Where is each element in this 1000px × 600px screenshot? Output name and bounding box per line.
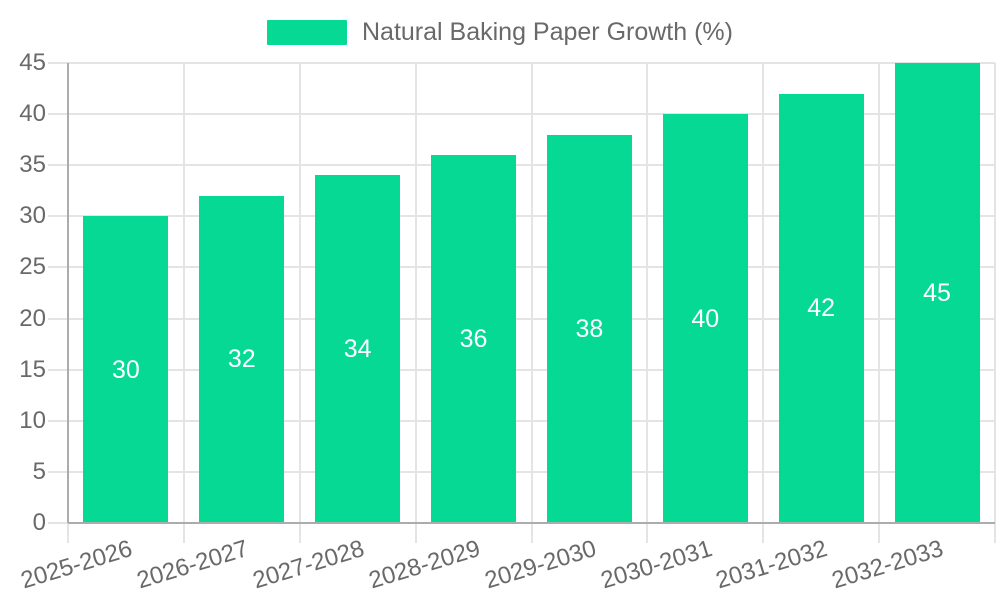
y-axis-tick-label: 10	[19, 406, 46, 434]
y-axis-tick-label: 40	[19, 100, 46, 128]
y-axis-tick-label: 45	[19, 49, 46, 76]
x-axis-category-label: 2027-2028	[249, 535, 368, 595]
x-axis-tick	[646, 523, 649, 543]
bar-2027-2028[interactable]	[315, 175, 401, 523]
legend[interactable]: Natural Baking Paper Growth (%)	[0, 18, 1000, 46]
x-axis-category-label: 2030-2031	[597, 535, 715, 595]
bar-2031-2032[interactable]	[778, 93, 864, 523]
y-axis-tick	[48, 522, 68, 524]
x-axis-category-label: 2031-2032	[713, 535, 831, 595]
y-axis-tick	[48, 368, 68, 371]
bar-value-label: 42	[807, 294, 836, 323]
x-axis-category-label: 2032-2033	[829, 535, 947, 595]
vertical-gridline	[182, 63, 185, 523]
y-axis-tick	[48, 113, 68, 116]
bar-2026-2027[interactable]	[199, 195, 285, 523]
bar-2025-2026[interactable]	[83, 216, 169, 523]
vertical-gridline	[298, 63, 301, 523]
bar-value-label: 40	[691, 304, 720, 333]
y-axis-tick-label: 35	[19, 151, 46, 179]
y-axis-tick	[48, 62, 68, 64]
bar-2030-2031[interactable]	[662, 114, 748, 523]
x-axis-category-label: 2028-2029	[365, 535, 484, 595]
bar-value-label: 30	[112, 355, 140, 384]
x-axis-category-label: 2026-2027	[133, 535, 252, 595]
y-axis-tick	[48, 266, 68, 269]
vertical-gridline	[878, 63, 881, 523]
vertical-gridline	[762, 63, 765, 523]
x-axis-tick	[67, 523, 69, 543]
bar-2032-2033[interactable]	[894, 63, 980, 523]
bar-value-label: 45	[923, 279, 951, 307]
y-axis-tick	[48, 317, 68, 320]
bar-2028-2029[interactable]	[431, 155, 517, 523]
x-axis-tick	[994, 523, 996, 543]
y-axis-tick-label: 0	[32, 509, 46, 536]
x-axis-tick	[414, 523, 417, 543]
y-axis-tick	[48, 215, 68, 218]
x-axis-tick	[878, 523, 881, 543]
legend-swatch-icon	[267, 19, 347, 45]
bar-value-label: 34	[343, 335, 372, 364]
y-axis-tick-label: 25	[19, 253, 46, 281]
bar-value-label: 38	[575, 314, 604, 343]
vertical-gridline	[994, 63, 996, 523]
bar-value-label: 32	[227, 345, 256, 374]
y-axis-tick	[48, 419, 68, 422]
y-axis-tick-label: 20	[19, 304, 46, 332]
x-axis-category-label: 2029-2030	[481, 535, 600, 595]
x-axis-tick	[762, 523, 765, 543]
bar-2029-2030[interactable]	[546, 134, 632, 523]
vertical-gridline	[646, 63, 649, 523]
y-axis-tick-label: 15	[19, 355, 46, 383]
legend-label: Natural Baking Paper Growth (%)	[362, 18, 733, 46]
vertical-gridline	[414, 63, 417, 523]
x-axis-category-label: 2025-2026	[17, 535, 136, 595]
y-axis-tick-label: 5	[32, 457, 46, 485]
y-axis-tick	[48, 470, 68, 473]
bar-value-label: 36	[459, 325, 488, 353]
x-axis-line	[68, 522, 995, 524]
y-axis-tick	[48, 164, 68, 167]
vertical-gridline	[530, 63, 533, 523]
x-axis-tick	[298, 523, 301, 543]
x-axis-tick	[530, 523, 533, 543]
x-axis-tick	[182, 523, 185, 543]
y-axis-line	[67, 63, 69, 523]
y-axis-tick-label: 30	[19, 202, 46, 230]
